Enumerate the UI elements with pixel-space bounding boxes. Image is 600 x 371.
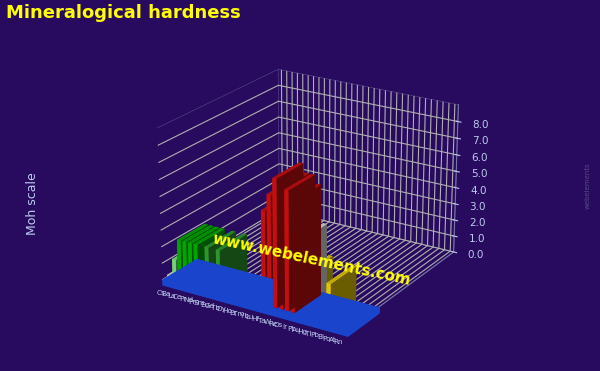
Text: Mineralogical hardness: Mineralogical hardness <box>6 4 241 22</box>
Text: webelements: webelements <box>585 162 591 209</box>
Text: Moh scale: Moh scale <box>26 173 40 236</box>
Text: www.webelements.com: www.webelements.com <box>211 231 413 288</box>
